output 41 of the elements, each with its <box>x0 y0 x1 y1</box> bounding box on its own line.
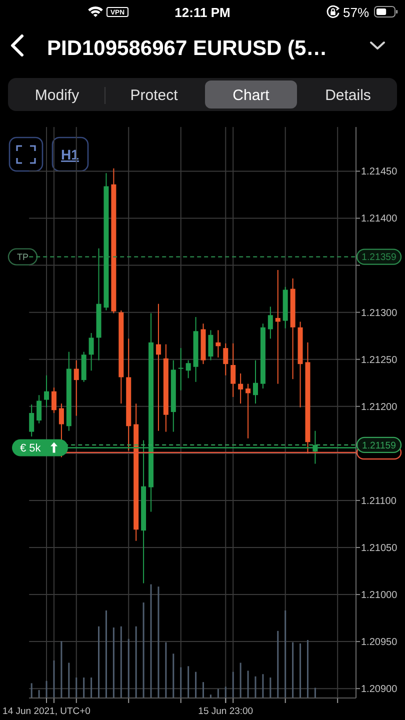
ref-line-label: 1.21159 <box>362 440 396 452</box>
candlestick <box>88 332 94 372</box>
y-tick-label: 1.21300 <box>361 308 398 319</box>
candlestick <box>186 360 191 379</box>
candlestick <box>252 360 258 404</box>
candlestick <box>44 374 50 408</box>
y-tick-label: 1.21200 <box>361 402 398 413</box>
text: 57% <box>343 5 370 20</box>
candlestick <box>230 342 236 398</box>
text: Protect <box>130 87 179 104</box>
candlestick <box>36 394 42 424</box>
candlestick <box>74 360 79 416</box>
text: Modify <box>34 87 80 104</box>
chart-title: PID109586967 EURUSD (5… <box>47 37 328 60</box>
y-tick-label: 1.21250 <box>361 354 398 366</box>
candlestick <box>216 330 221 358</box>
text: Chart <box>232 87 270 104</box>
x-tick-label: 15 Jun 23:00 <box>198 706 254 717</box>
text: Details <box>325 87 371 104</box>
x-tick-label: 14 Jun 2021, UTC+0 <box>2 706 90 717</box>
ref-line-label: 1.21359 <box>362 252 396 264</box>
candlestick <box>246 383 251 439</box>
y-tick-label: 1.20900 <box>361 684 398 696</box>
y-tick-label: 1.21100 <box>361 496 397 507</box>
y-tick-label: 1.21400 <box>361 214 398 225</box>
ref-line-label: € 5k <box>20 442 42 455</box>
candlestick <box>178 348 184 391</box>
candlestick <box>29 404 34 437</box>
y-tick-label: 1.21000 <box>361 590 398 602</box>
candlestick <box>156 303 161 432</box>
candlestick <box>268 306 273 340</box>
candlestick <box>238 372 244 404</box>
candlestick <box>51 387 56 414</box>
y-tick-label: 1.20950 <box>361 637 398 648</box>
y-tick-label: 1.21450 <box>361 166 398 178</box>
text: 12:11 PM <box>174 5 230 20</box>
y-tick-label: 1.21050 <box>361 542 398 554</box>
candlestick <box>208 330 214 361</box>
candlestick <box>223 342 228 376</box>
candlestick <box>275 269 280 384</box>
annotation: TP <box>16 252 29 262</box>
